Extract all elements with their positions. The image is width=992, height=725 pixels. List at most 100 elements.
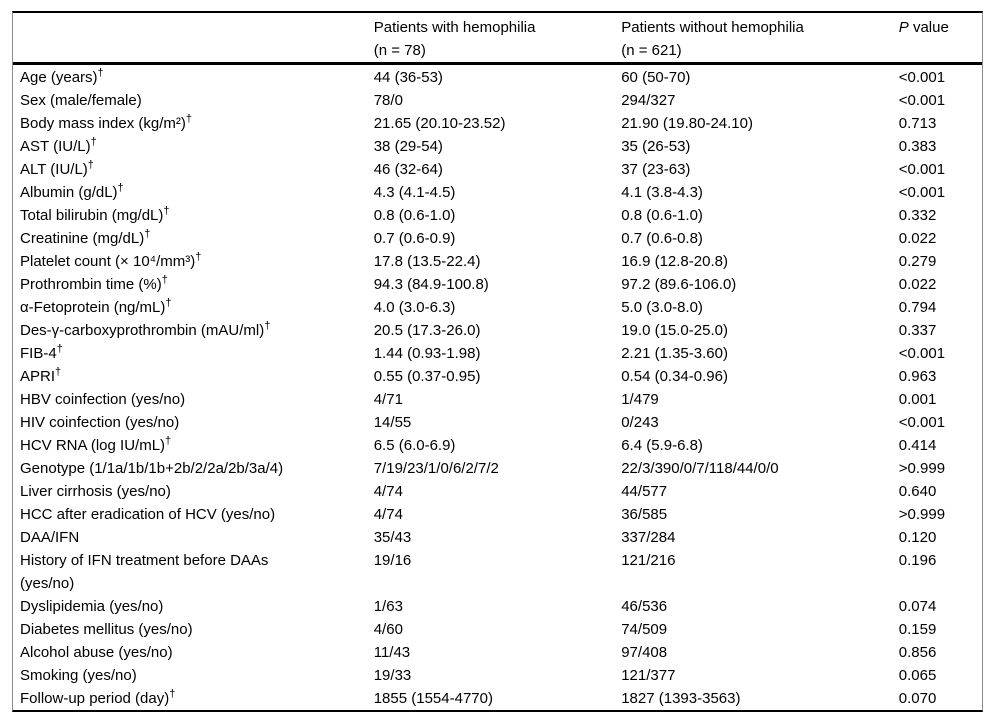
without-hemophilia-value: 36/585 — [621, 506, 668, 523]
row-label: Prothrombin time (%)† — [20, 273, 168, 293]
header-p-value: P value — [891, 13, 982, 65]
table-header: Patients with hemophilia (n = 78) Patien… — [13, 13, 982, 65]
p-value: 0.070 — [898, 690, 937, 707]
table-row: Des-γ-carboxyprothrombin (mAU/ml)† 20.5 … — [13, 319, 982, 342]
with-hemophilia-value: 19/33 — [373, 667, 412, 684]
row-label: Sex (male/female) — [20, 92, 142, 109]
without-hemophilia-value: 1827 (1393-3563) — [621, 690, 741, 707]
with-hemophilia-value: 35/43 — [373, 529, 412, 546]
without-hemophilia-value: 0.8 (0.6-1.0) — [621, 207, 703, 224]
p-value-word: value — [908, 19, 949, 36]
row-label: History of IFN treatment before DAAs (ye… — [20, 552, 269, 592]
row-label: APRI† — [20, 365, 62, 385]
table-row: FIB-4† 1.44 (0.93-1.98) 2.21 (1.35-3.60)… — [13, 342, 982, 365]
with-hemophilia-value: 4/74 — [373, 483, 403, 500]
header-with-hemophilia: Patients with hemophilia (n = 78) — [366, 13, 615, 65]
with-hemophilia-value: 4.3 (4.1-4.5) — [373, 184, 456, 201]
with-hemophilia-value: 0.7 (0.6-0.9) — [373, 230, 456, 247]
without-hemophilia-value: 19.0 (15.0-25.0) — [621, 322, 728, 339]
table-row: Follow-up period (day)† 1855 (1554-4770)… — [13, 687, 982, 710]
table-row: Alcohol abuse (yes/no) 11/43 97/408 0.85… — [13, 641, 982, 664]
table-row: Sex (male/female) 78/0 294/327 <0.001 — [13, 89, 982, 112]
p-value: 0.022 — [898, 230, 937, 247]
with-hemophilia-value: 4/60 — [373, 621, 403, 638]
without-hemophilia-value: 6.4 (5.9-6.8) — [621, 437, 703, 454]
header-without-hemophilia: Patients without hemophilia (n = 621) — [614, 13, 892, 65]
row-label: FIB-4† — [20, 342, 63, 362]
row-label: Alcohol abuse (yes/no) — [20, 644, 173, 661]
row-label: DAA/IFN — [20, 529, 80, 546]
p-value: <0.001 — [898, 184, 946, 201]
without-hemophilia-value: 37 (23-63) — [621, 161, 691, 178]
with-hemophilia-value: 1.44 (0.93-1.98) — [373, 345, 481, 362]
table-row: α-Fetoprotein (ng/mL)† 4.0 (3.0-6.3) 5.0… — [13, 296, 982, 319]
without-hemophilia-value: 21.90 (19.80-24.10) — [621, 115, 753, 132]
dagger-mark: † — [55, 365, 62, 378]
with-hemophilia-value: 6.5 (6.0-6.9) — [373, 437, 456, 454]
with-hemophilia-value: 7/19/23/1/0/6/2/7/2 — [373, 460, 499, 477]
row-label: Genotype (1/1a/1b/1b+2b/2/2a/2b/3a/4) — [20, 460, 284, 477]
p-value: <0.001 — [898, 345, 946, 362]
without-hemophilia-value: 5.0 (3.0-8.0) — [621, 299, 703, 316]
without-hemophilia-value: 35 (26-53) — [621, 138, 691, 155]
with-hemophilia-value: 20.5 (17.3-26.0) — [373, 322, 481, 339]
header-with-hemophilia-n: (n = 78) — [373, 42, 426, 59]
table-row: Total bilirubin (mg/dL)† 0.8 (0.6-1.0) 0… — [13, 204, 982, 227]
row-label: Follow-up period (day)† — [20, 687, 176, 707]
p-value: 0.383 — [898, 138, 937, 155]
without-hemophilia-value: 0.7 (0.6-0.8) — [621, 230, 703, 247]
table-row: AST (IU/L)† 38 (29-54) 35 (26-53) 0.383 — [13, 135, 982, 158]
dagger-mark: † — [56, 342, 63, 355]
header-without-hemophilia-n: (n = 621) — [621, 42, 682, 59]
table-row: APRI† 0.55 (0.37-0.95) 0.54 (0.34-0.96) … — [13, 365, 982, 388]
with-hemophilia-value: 78/0 — [373, 92, 403, 109]
p-value: 0.640 — [898, 483, 937, 500]
without-hemophilia-value: 2.21 (1.35-3.60) — [621, 345, 728, 362]
p-value: <0.001 — [898, 414, 946, 431]
table-row: HCV RNA (log IU/mL)† 6.5 (6.0-6.9) 6.4 (… — [13, 434, 982, 457]
table-row: Diabetes mellitus (yes/no) 4/60 74/509 0… — [13, 618, 982, 641]
header-without-hemophilia-title: Patients without hemophilia — [621, 19, 804, 36]
with-hemophilia-value: 4/71 — [373, 391, 403, 408]
p-value: >0.999 — [898, 460, 946, 477]
without-hemophilia-value: 97.2 (89.6-106.0) — [621, 276, 737, 293]
without-hemophilia-value: 121/216 — [621, 552, 676, 569]
without-hemophilia-value: 294/327 — [621, 92, 676, 109]
table-row: Dyslipidemia (yes/no) 1/63 46/536 0.074 — [13, 595, 982, 618]
p-value: >0.999 — [898, 506, 946, 523]
without-hemophilia-value: 60 (50-70) — [621, 69, 691, 86]
row-label: Albumin (g/dL)† — [20, 181, 124, 201]
p-value: 0.713 — [898, 115, 937, 132]
p-value: 0.337 — [898, 322, 937, 339]
with-hemophilia-value: 21.65 (20.10-23.52) — [373, 115, 506, 132]
without-hemophilia-value: 74/509 — [621, 621, 668, 638]
dagger-mark: † — [144, 227, 151, 240]
with-hemophilia-value: 4.0 (3.0-6.3) — [373, 299, 456, 316]
p-value: 0.001 — [898, 391, 937, 408]
row-label: HCV RNA (log IU/mL)† — [20, 434, 172, 454]
comparison-table: Patients with hemophilia (n = 78) Patien… — [13, 13, 982, 710]
table-row: Age (years)† 44 (36-53) 60 (50-70) <0.00… — [13, 64, 982, 90]
with-hemophilia-value: 46 (32-64) — [373, 161, 443, 178]
dagger-mark: † — [195, 250, 202, 263]
table-row: Platelet count (× 10⁴/mm³)† 17.8 (13.5-2… — [13, 250, 982, 273]
p-value: 0.159 — [898, 621, 937, 638]
p-value: 0.074 — [898, 598, 937, 615]
row-label: Liver cirrhosis (yes/no) — [20, 483, 171, 500]
with-hemophilia-value: 38 (29-54) — [373, 138, 443, 155]
row-label: Body mass index (kg/m²)† — [20, 112, 193, 132]
header-empty-cell — [13, 13, 367, 65]
dagger-mark: † — [185, 112, 193, 125]
row-label: AST (IU/L)† — [20, 135, 97, 155]
with-hemophilia-value: 17.8 (13.5-22.4) — [373, 253, 481, 270]
with-hemophilia-value: 19/16 — [373, 552, 412, 569]
table-row: History of IFN treatment before DAAs (ye… — [13, 549, 982, 595]
row-label: α-Fetoprotein (ng/mL)† — [20, 296, 172, 316]
without-hemophilia-value: 4.1 (3.8-4.3) — [621, 184, 703, 201]
without-hemophilia-value: 337/284 — [621, 529, 676, 546]
p-value: <0.001 — [898, 161, 946, 178]
row-label: HCC after eradication of HCV (yes/no) — [20, 506, 276, 523]
dagger-mark: † — [165, 296, 172, 309]
with-hemophilia-value: 11/43 — [373, 644, 411, 661]
without-hemophilia-value: 1/479 — [621, 391, 659, 408]
